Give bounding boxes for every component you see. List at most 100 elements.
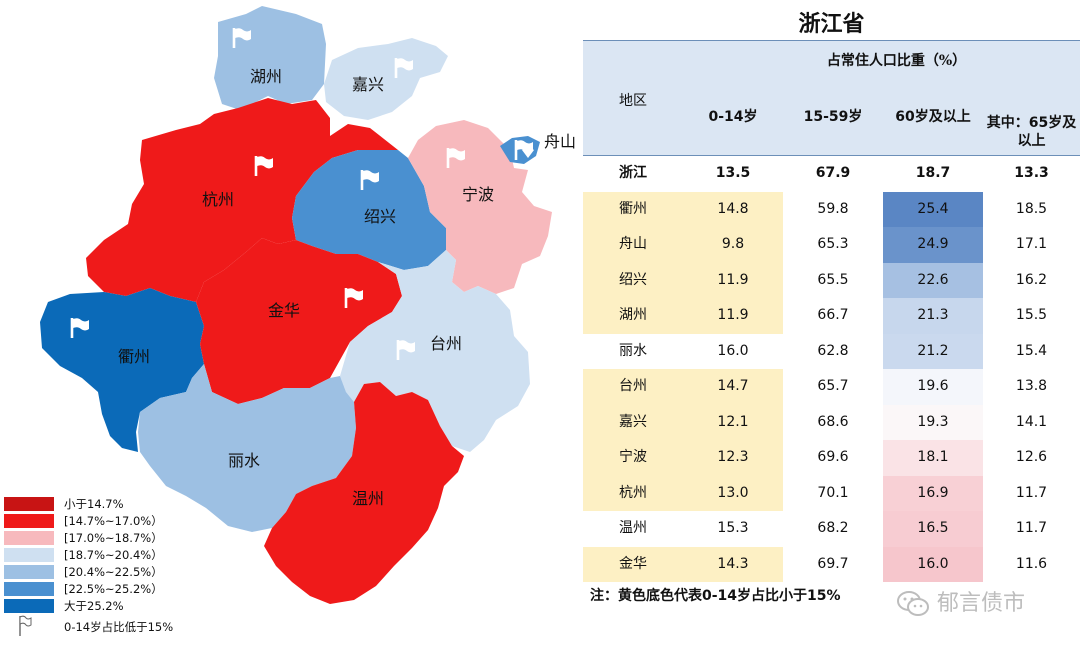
cell-65-plus: 11.6 — [1015, 555, 1048, 572]
cell-65-plus: 11.7 — [1015, 484, 1048, 501]
city-label: 舟山 — [544, 132, 576, 151]
cell-15-59: 65.3 — [817, 236, 849, 252]
legend-swatch — [4, 531, 54, 545]
cell-0-14: 14.8 — [683, 191, 783, 227]
cell-region: 浙江 — [619, 165, 647, 181]
cell-15-59: 66.7 — [817, 307, 849, 323]
cell-0-14: 11.9 — [683, 298, 783, 334]
cell-0-14: 13.5 — [715, 165, 751, 181]
region-taizhou[interactable] — [340, 250, 530, 452]
region-zhoushan[interactable] — [500, 136, 540, 164]
cell-65-plus: 18.5 — [1015, 200, 1048, 217]
city-label: 金华 — [268, 301, 300, 320]
cell-0-14: 16.0 — [717, 342, 749, 359]
city-label: 杭州 — [202, 190, 234, 209]
table-row: 宁波 12.3 69.6 18.1 12.6 — [583, 440, 1080, 476]
cell-15-59: 65.5 — [817, 271, 849, 288]
cell-0-14: 15.3 — [717, 520, 749, 536]
table-row: 湖州 11.9 66.7 21.3 15.5 — [583, 298, 1080, 334]
cell-60-plus: 16.5 — [883, 511, 983, 547]
cell-65-plus: 15.4 — [1015, 342, 1048, 359]
cell-60-plus: 18.7 — [883, 156, 983, 192]
zhejiang-map: 湖州 嘉兴 舟山 杭州 绍兴 宁波 衢州 金华 台州 丽水 温州 — [40, 6, 576, 604]
cell-60-plus: 22.6 — [883, 262, 983, 298]
cell-region: 湖州 — [583, 298, 683, 334]
cell-region: 舟山 — [583, 227, 683, 263]
header-group: 占常住人口比重（%） — [826, 53, 967, 69]
legend-swatch — [4, 582, 54, 596]
cell-60-plus: 16.0 — [883, 546, 983, 582]
cell-0-14: 13.0 — [683, 475, 783, 511]
legend-swatch — [4, 565, 54, 579]
city-label: 丽水 — [228, 451, 260, 470]
table-row: 浙江 13.5 67.9 18.7 13.3 — [583, 156, 1080, 192]
region-lishui[interactable] — [138, 364, 356, 532]
legend-swatch — [4, 497, 54, 511]
cell-60-plus: 18.1 — [883, 440, 983, 476]
flag-legend-label: 0-14岁占比低于15% — [64, 620, 174, 634]
wechat-icon — [897, 591, 929, 616]
cell-0-14: 9.8 — [683, 227, 783, 263]
header-region: 地区 — [619, 93, 647, 109]
city-label: 宁波 — [462, 185, 494, 204]
watermark: 郁言债市 — [896, 585, 1025, 618]
cell-15-59: 65.7 — [817, 378, 849, 394]
region-jiaxing[interactable] — [324, 38, 448, 120]
legend-label: [20.4%~22.5%） — [64, 565, 163, 579]
cell-60-plus: 19.3 — [883, 404, 983, 440]
cell-65-plus: 15.5 — [1015, 307, 1048, 323]
table-note: 注：黄色底色代表0-14岁占比小于15% — [590, 588, 841, 604]
flag-icon — [19, 615, 32, 636]
header-60-plus: 60岁及以上 — [895, 109, 971, 125]
cell-65-plus: 13.3 — [1014, 165, 1049, 181]
cell-0-14: 12.3 — [683, 440, 783, 476]
city-label: 台州 — [430, 334, 462, 353]
cell-65-plus: 17.1 — [1015, 236, 1048, 252]
cell-60-plus: 16.9 — [883, 475, 983, 511]
cell-0-14: 14.7 — [683, 369, 783, 405]
city-label: 嘉兴 — [352, 75, 384, 94]
region-shaoxing[interactable] — [292, 150, 446, 270]
cell-region: 绍兴 — [583, 262, 683, 298]
cell-60-plus: 21.3 — [883, 298, 983, 334]
legend-label: 大于25.2% — [64, 599, 124, 613]
city-label: 绍兴 — [364, 207, 396, 226]
table-row: 温州 15.3 68.2 16.5 11.7 — [583, 511, 1080, 547]
region-jinhua[interactable] — [196, 238, 402, 404]
watermark-text: 郁言债市 — [937, 591, 1026, 616]
table-row: 衢州 14.8 59.8 25.4 18.5 — [583, 191, 1080, 227]
cell-region: 丽水 — [619, 342, 647, 359]
cell-region: 金华 — [583, 546, 683, 582]
region-ningbo[interactable] — [408, 120, 552, 294]
cell-region: 衢州 — [583, 191, 683, 227]
region-huzhou[interactable] — [214, 6, 326, 110]
cell-0-14: 11.9 — [683, 262, 783, 298]
cell-65-plus: 12.6 — [1015, 449, 1048, 465]
city-label: 温州 — [352, 489, 384, 508]
table-row: 杭州 13.0 70.1 16.9 11.7 — [583, 475, 1080, 511]
cell-15-59: 62.8 — [817, 342, 849, 359]
cell-60-plus: 19.6 — [883, 369, 983, 405]
cell-60-plus: 25.4 — [883, 191, 983, 227]
cell-65-plus: 16.2 — [1015, 271, 1048, 288]
table-row: 绍兴 11.9 65.5 22.6 16.2 — [583, 262, 1080, 298]
cell-0-14: 14.3 — [683, 546, 783, 582]
legend-label: [22.5%~25.2%） — [64, 582, 163, 596]
legend-swatch — [4, 514, 54, 528]
cell-region: 嘉兴 — [583, 404, 683, 440]
cell-region: 温州 — [619, 520, 647, 536]
region-wenzhou[interactable] — [264, 382, 464, 604]
header-15-59: 15-59岁 — [803, 109, 863, 125]
cell-60-plus: 21.2 — [883, 333, 983, 369]
cell-60-plus: 24.9 — [883, 227, 983, 263]
legend-label: [18.7%~20.4%） — [64, 548, 163, 562]
cell-region: 台州 — [583, 369, 683, 405]
header-65-plus: 其中：65岁及以上 — [986, 115, 1077, 149]
region-hangzhou[interactable] — [86, 98, 398, 302]
cell-region: 宁波 — [583, 440, 683, 476]
legend-label: [17.0%~18.7%） — [64, 531, 163, 545]
cell-region: 杭州 — [583, 475, 683, 511]
cell-0-14: 12.1 — [683, 404, 783, 440]
legend-swatch — [4, 548, 54, 562]
data-table: 占常住人口比重（%） 地区 0-14岁 15-59岁 60岁及以上 其中：65岁… — [583, 40, 1080, 582]
